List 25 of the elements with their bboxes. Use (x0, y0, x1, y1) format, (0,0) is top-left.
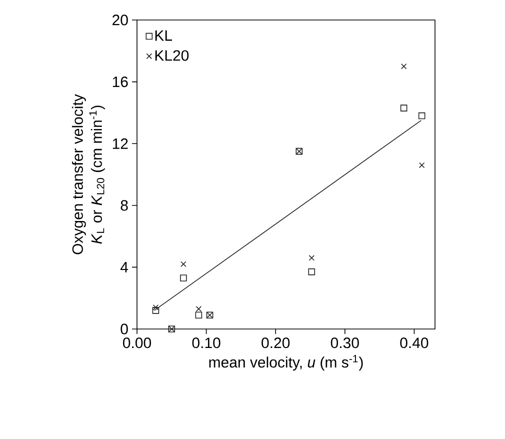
point (400, 63, 407, 70)
y-tick-label: 20 (112, 14, 128, 26)
y-tick-label: 8 (120, 200, 128, 211)
point (180, 261, 186, 267)
point (180, 274, 187, 282)
point (152, 307, 160, 314)
point (418, 162, 425, 168)
point (308, 255, 315, 261)
legend-label: KL (155, 30, 172, 41)
y-tick-label: 0 (120, 324, 128, 334)
y-tick-label: 4 (120, 262, 128, 272)
y-tick-label: 12 (112, 138, 128, 149)
point (196, 306, 202, 312)
y-tick-label: 16 (112, 76, 128, 88)
point (308, 268, 316, 276)
legend-label: KL20 (155, 50, 189, 61)
x-tick-label: 0.20 (262, 338, 290, 348)
x-axis-title: mean velocity, u (m s$^{-1}$) (209, 355, 363, 371)
x-tick-label: 0.30 (330, 338, 359, 348)
x-tick-label: 0.40 (400, 338, 428, 348)
point (195, 312, 202, 318)
point (400, 104, 408, 112)
point (418, 112, 426, 120)
x-tick-label: 0.00 (122, 338, 151, 348)
x-tick-label: 0.10 (192, 338, 220, 348)
